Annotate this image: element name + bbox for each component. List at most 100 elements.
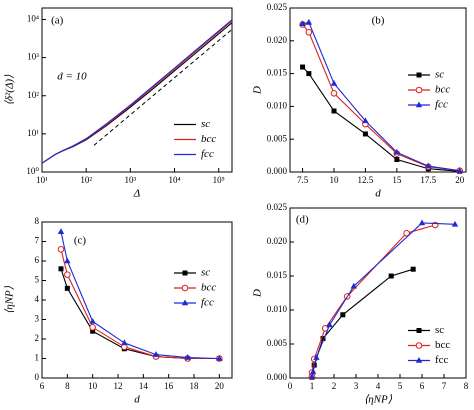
legend-label: bcc — [201, 282, 216, 294]
panel-label: (d) — [296, 213, 309, 225]
y-tick-label: 10³ — [27, 52, 39, 62]
y-axis-label: D — [252, 289, 264, 298]
marker — [456, 167, 463, 173]
x-axis-label: d — [375, 188, 381, 200]
y-tick-label: 0.025 — [267, 2, 288, 12]
marker — [64, 271, 71, 278]
marker — [330, 89, 338, 97]
legend-label: sc — [201, 267, 210, 279]
y-tick-label: 0.005 — [267, 338, 288, 348]
x-tick-label: 8 — [65, 381, 70, 391]
series-line — [302, 21, 460, 172]
marker — [326, 321, 333, 328]
y-tick-label: 6 — [35, 255, 40, 265]
marker — [393, 148, 401, 155]
plot-frame — [289, 7, 467, 173]
x-axis-label: Δ — [133, 188, 140, 200]
series-line — [60, 231, 220, 360]
x-tick-label: 6 — [40, 381, 45, 391]
series-line — [60, 268, 220, 360]
marker — [331, 108, 337, 114]
y-tick-label: 0.010 — [267, 304, 288, 314]
legend-marker — [415, 101, 423, 108]
marker — [184, 354, 191, 360]
marker — [57, 228, 65, 235]
legend-label: bcc — [435, 339, 450, 351]
marker — [121, 339, 128, 346]
legend-marker — [181, 284, 189, 292]
legend: sc bcc fcc — [174, 267, 216, 309]
marker — [313, 354, 320, 360]
y-tick-label: 5 — [35, 275, 40, 285]
x-axis-label: d — [134, 394, 140, 406]
x-tick-label: 8 — [464, 381, 469, 391]
legend-label: bcc — [435, 84, 450, 96]
x-tick-label: 14 — [139, 381, 149, 391]
x-tick-label: 17.5 — [420, 175, 436, 185]
x-tick-label: 0 — [288, 381, 293, 391]
x-tick-label: 10 — [330, 175, 340, 185]
legend-marker — [415, 357, 423, 363]
x-tick-label: 18 — [190, 381, 200, 391]
marker — [89, 324, 96, 331]
reference-line — [93, 28, 233, 146]
x-tick-label: 12.5 — [358, 175, 374, 185]
marker — [403, 229, 410, 237]
series-line — [41, 19, 233, 164]
y-tick-label: 10² — [27, 90, 39, 100]
x-tick-label: 2 — [332, 381, 337, 391]
y-tick-label: 10⁴ — [27, 14, 39, 24]
y-tick-label: 2 — [35, 333, 40, 343]
marker — [340, 312, 346, 318]
y-axis-label: ⟨ηNP⟩ — [4, 285, 16, 314]
y-tick-label: 0.015 — [267, 270, 288, 280]
marker — [410, 266, 416, 272]
x-tick-label: 16 — [164, 381, 174, 391]
marker — [300, 64, 306, 70]
marker — [425, 162, 432, 169]
marker — [309, 368, 317, 375]
legend-label: fcc — [435, 99, 448, 111]
y-tick-label: 0.020 — [267, 236, 288, 246]
x-tick-label: 20 — [215, 381, 225, 391]
y-tick-label: 4 — [35, 294, 40, 304]
series-line — [311, 222, 456, 377]
legend: sc bcc fcc — [408, 324, 450, 366]
legend-marker — [416, 72, 422, 78]
x-tick-label: 3 — [354, 381, 359, 391]
marker — [305, 28, 313, 36]
legend: sc bcc fcc — [174, 118, 216, 160]
x-tick-label: 5 — [398, 381, 403, 391]
marker — [57, 246, 65, 253]
plot-frame — [41, 7, 233, 173]
legend-marker — [415, 342, 423, 349]
marker — [299, 20, 306, 27]
x-tick-label: 10⁵ — [213, 175, 225, 185]
y-tick-label: 0.020 — [267, 35, 288, 45]
legend-label: fcc — [201, 148, 214, 160]
y-tick-label: 0.000 — [267, 166, 288, 176]
y-tick-label: 0.025 — [267, 202, 288, 212]
legend-marker — [181, 299, 189, 306]
marker — [394, 157, 400, 163]
y-tick-label: 0.010 — [267, 100, 288, 110]
marker — [89, 317, 96, 324]
marker — [362, 131, 368, 137]
x-tick-label: 6 — [420, 381, 425, 391]
y-tick-label: 7 — [35, 236, 40, 246]
y-tick-label: 10¹ — [27, 128, 39, 138]
y-axis-label: D — [252, 86, 264, 95]
legend-label: sc — [201, 118, 210, 130]
marker — [305, 18, 313, 25]
legend-marker — [416, 328, 422, 333]
x-tick-label: 7.5 — [297, 175, 309, 185]
x-tick-label: 10³ — [124, 175, 136, 185]
y-tick-label: 8 — [35, 216, 40, 226]
series-line — [311, 268, 414, 378]
marker — [451, 220, 459, 227]
marker — [350, 282, 357, 289]
marker — [308, 373, 316, 379]
x-tick-label: 10² — [80, 175, 92, 185]
legend-label: sc — [435, 324, 444, 336]
